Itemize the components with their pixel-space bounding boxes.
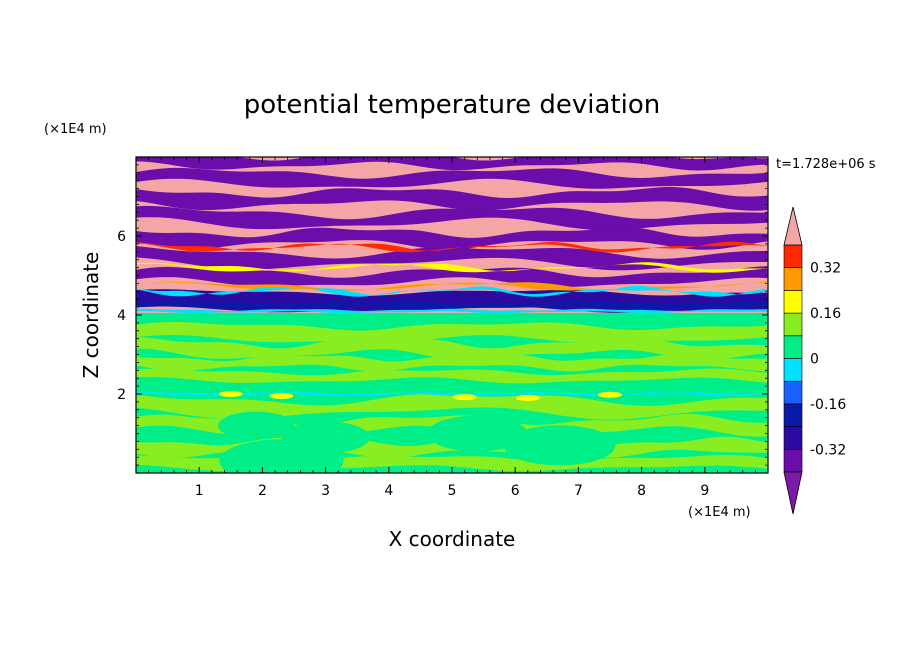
y-tick-label: 2	[117, 387, 126, 403]
field-band-edge	[136, 241, 768, 253]
colorbar-segment	[783, 312, 803, 337]
x-tick-label: 4	[384, 483, 393, 499]
contour-field	[136, 157, 768, 473]
y-tick-label: 6	[117, 229, 126, 245]
field-warm-spot	[269, 392, 294, 399]
y-unit-label: (×1E4 m)	[44, 122, 107, 137]
colorbar-tick-label: 0.16	[810, 306, 841, 322]
x-tick-label: 5	[448, 483, 457, 499]
field-lower-patch	[136, 321, 768, 343]
time-label: t=1.728e+06 s	[776, 157, 876, 172]
colorbar: -0.32 -0.16 0 0.16 0.32	[783, 206, 846, 515]
colorbar-segment	[783, 358, 803, 382]
field-lower-patch	[136, 337, 768, 361]
x-tick-label: 6	[511, 483, 520, 499]
field-cyan-line	[136, 308, 768, 314]
colorbar-segment	[783, 267, 803, 291]
y-tick-label: 4	[117, 308, 126, 324]
x-tick-label: 9	[700, 483, 709, 499]
field-lower-blob	[219, 439, 344, 473]
field-purple-band	[136, 157, 768, 171]
field-warm-spot	[452, 394, 477, 401]
field-purple-band	[136, 205, 768, 231]
colorbar-under-arrow	[783, 471, 803, 515]
x-tick-label: 3	[321, 483, 330, 499]
field-warm-spot	[218, 391, 243, 397]
x-axis-ticks: 1 2 3 4 5 6 7 8 9	[148, 157, 769, 499]
field-lower-blob	[218, 411, 295, 440]
colorbar-segment	[783, 426, 803, 450]
field-purple-band	[136, 246, 768, 271]
field-lower-blob	[427, 415, 528, 452]
field-warm-spot	[515, 394, 540, 401]
field-warm-spot	[598, 391, 622, 398]
x-tick-label: 8	[637, 483, 646, 499]
colorbar-tick-label: -0.16	[810, 397, 846, 413]
y-axis-label: Z coordinate	[79, 252, 103, 379]
field-lower-patch	[136, 368, 768, 384]
x-tick-label: 7	[574, 483, 583, 499]
colorbar-tick-label: -0.32	[810, 442, 846, 458]
field-lower-blob	[503, 425, 616, 466]
colorbar-segment	[783, 244, 803, 269]
x-axis-label: X coordinate	[389, 527, 516, 551]
field-lower-patch	[136, 353, 768, 372]
colorbar-segment	[783, 290, 803, 314]
x-tick-label: 2	[258, 483, 267, 499]
colorbar-over-arrow	[783, 206, 803, 246]
field-band-edge	[136, 281, 768, 291]
field-lower-patch	[136, 394, 768, 420]
field-band-edge	[136, 285, 768, 297]
chart-title: potential temperature deviation	[244, 90, 660, 120]
field-purple-band	[136, 266, 768, 288]
field-band-edge	[136, 262, 768, 273]
colorbar-segment	[783, 448, 803, 473]
x-unit-label: (×1E4 m)	[688, 505, 751, 520]
colorbar-tick-label: 0.32	[810, 261, 841, 277]
colorbar-segment	[783, 335, 803, 359]
y-axis-ticks: 2 4 6	[117, 164, 768, 466]
field-purple-band	[136, 187, 768, 211]
field-purple-band	[136, 167, 768, 189]
colorbar-tick-label: 0	[810, 352, 819, 368]
field-purple-band	[136, 227, 768, 250]
colorbar-segment	[783, 380, 803, 405]
colorbar-segment	[783, 403, 803, 427]
field-blue-band	[136, 301, 768, 309]
x-tick-label: 1	[195, 483, 204, 499]
